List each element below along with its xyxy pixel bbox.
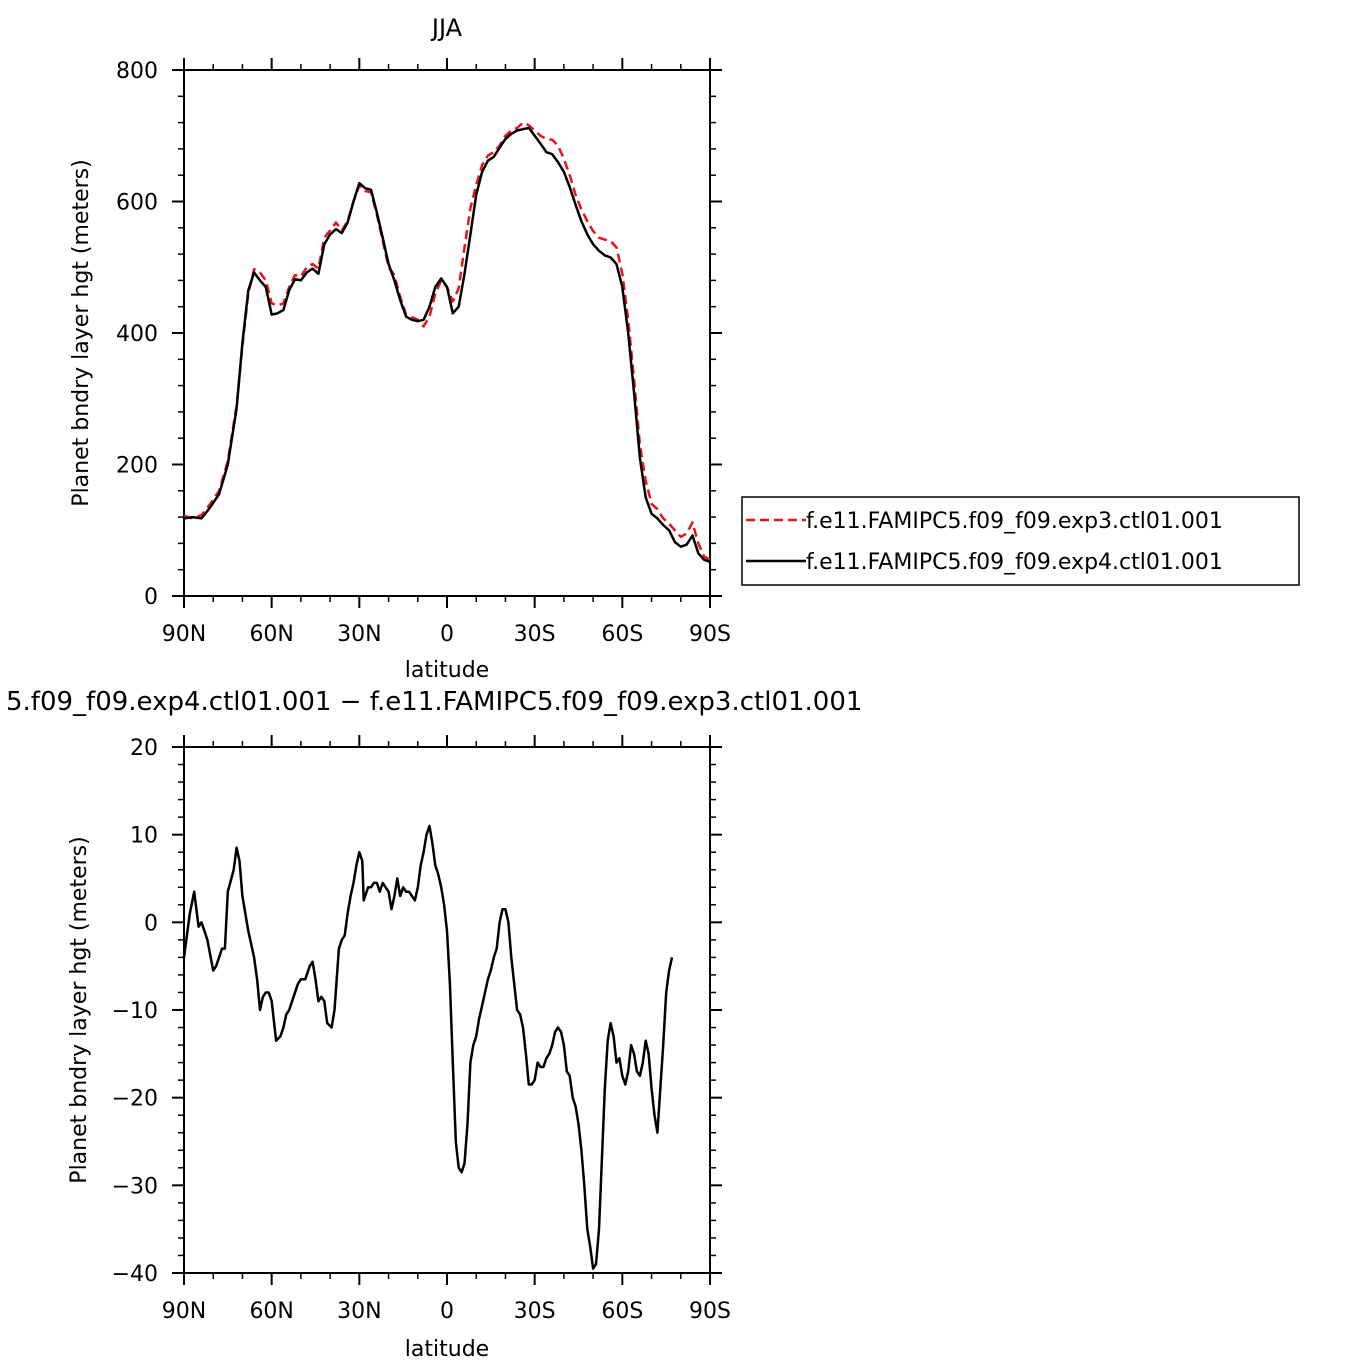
y-tick-label: −30 bbox=[112, 1174, 158, 1199]
x-axis-label-bottom: latitude bbox=[405, 1337, 489, 1362]
legend-box bbox=[741, 496, 1300, 586]
x-tick-label: 60S bbox=[601, 622, 643, 647]
x-tick-label: 90N bbox=[162, 1299, 206, 1324]
y-tick-label: 200 bbox=[116, 454, 158, 479]
tick-marks-bottom bbox=[172, 735, 722, 1285]
y-tick-label: 800 bbox=[116, 59, 158, 84]
y-tick-label: 10 bbox=[130, 824, 158, 849]
series-group-bottom bbox=[182, 824, 674, 1270]
y-tick-label: −20 bbox=[112, 1087, 158, 1112]
x-tick-label: 60S bbox=[601, 1299, 643, 1324]
y-tick-label: −10 bbox=[112, 999, 158, 1024]
y-axis-label-bottom: Planet bndry layer hgt (meters) bbox=[67, 836, 92, 1183]
y-tick-label: 0 bbox=[144, 585, 158, 610]
x-tick-labels-top: 90N 60N 30N 0 30S 60S 90S bbox=[162, 622, 731, 647]
legend: f.e11.FAMIPC5.f09_f09.exp3.ctl01.001 f.e… bbox=[741, 496, 1300, 586]
series-line-top-1 bbox=[183, 126, 711, 563]
y-axis-label-top: Planet bndry layer hgt (meters) bbox=[69, 159, 94, 506]
x-tick-labels-bottom: 90N 60N 30N 0 30S 60S 90S bbox=[162, 1299, 731, 1324]
x-tick-label: 30S bbox=[514, 1299, 556, 1324]
x-axis-label-top: latitude bbox=[405, 658, 489, 683]
y-tick-label: 0 bbox=[144, 911, 158, 936]
y-tick-label: −40 bbox=[112, 1262, 158, 1287]
y-tick-label: 400 bbox=[116, 322, 158, 347]
plot-frame-top bbox=[183, 69, 711, 597]
x-tick-label: 30S bbox=[514, 622, 556, 647]
panel-bottom: 5.f09_f09.exp4.ctl01.001 − f.e11.FAMIPC5… bbox=[6, 687, 862, 1362]
x-tick-label: 0 bbox=[440, 1299, 454, 1324]
x-tick-label: 30N bbox=[337, 622, 381, 647]
y-tick-label: 600 bbox=[116, 191, 158, 216]
legend-label-exp3: f.e11.FAMIPC5.f09_f09.exp3.ctl01.001 bbox=[806, 509, 1223, 534]
y-tick-labels-top: 0 200 400 600 800 bbox=[116, 59, 158, 610]
tick-marks-top bbox=[172, 58, 722, 608]
x-tick-label: 90S bbox=[689, 622, 731, 647]
series-line-bottom-0 bbox=[182, 824, 674, 1270]
x-tick-label: 60N bbox=[249, 1299, 293, 1324]
x-tick-label: 90S bbox=[689, 1299, 731, 1324]
legend-label-exp4: f.e11.FAMIPC5.f09_f09.exp4.ctl01.001 bbox=[806, 550, 1223, 575]
x-tick-label: 90N bbox=[162, 622, 206, 647]
chart-title-bottom: 5.f09_f09.exp4.ctl01.001 − f.e11.FAMIPC5… bbox=[6, 687, 862, 717]
x-tick-label: 0 bbox=[440, 622, 454, 647]
x-tick-label: 60N bbox=[249, 622, 293, 647]
chart-title-top: JJA bbox=[430, 14, 463, 42]
y-tick-labels-bottom: −40 −30 −20 −10 0 10 20 bbox=[112, 736, 158, 1287]
x-tick-label: 30N bbox=[337, 1299, 381, 1324]
plot-frame-bottom bbox=[183, 746, 711, 1274]
panel-top: JJA 0 200 400 600 800 90N 60N 30N 0 30S 60S 90S la… bbox=[69, 14, 731, 683]
series-line-top-0 bbox=[183, 121, 711, 561]
y-tick-label: 20 bbox=[130, 736, 158, 761]
series-group-top bbox=[183, 121, 711, 563]
